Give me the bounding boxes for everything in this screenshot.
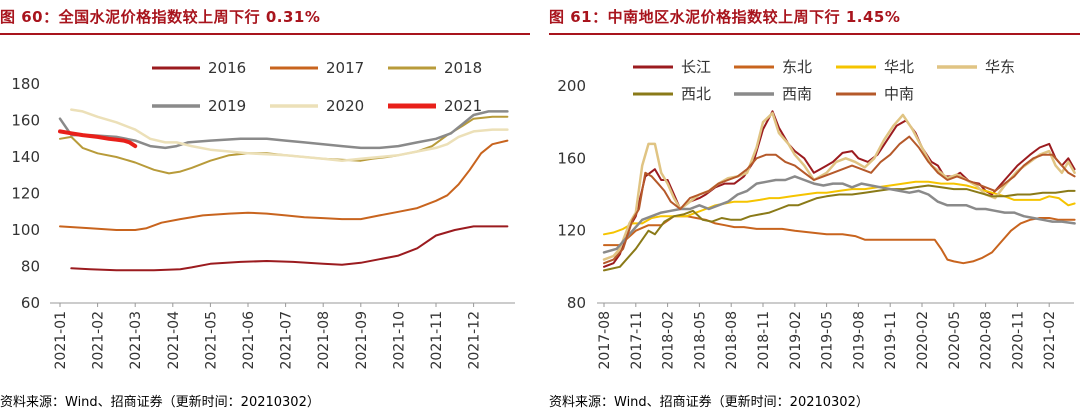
x-tick-label: 2021-12 — [467, 311, 483, 370]
x-tick-label: 2017-08 — [597, 311, 613, 370]
legend-label: 西北 — [681, 85, 711, 103]
series-line-中南 — [603, 135, 1076, 265]
legend-label: 2018 — [444, 59, 482, 77]
legend-label: 2020 — [326, 97, 364, 115]
y-tick-label: 100 — [11, 221, 40, 239]
x-tick-label: 2021-07 — [279, 311, 295, 370]
x-tick-label: 2019-08 — [851, 311, 867, 370]
legend-label: 西南 — [782, 85, 812, 103]
series-line-华东 — [602, 111, 1076, 261]
y-tick-label: 120 — [557, 222, 586, 240]
x-tick-label: 2021-02 — [91, 311, 107, 370]
x-tick-label: 2021-05 — [203, 311, 219, 370]
x-tick-label: 2019-05 — [820, 311, 836, 370]
x-tick-label: 2020-05 — [947, 311, 963, 370]
chart-panel-national: 图 60：全国水泥价格指数较上周下行 0.31% 60 80 100 120 140 16… — [0, 0, 530, 413]
legend-label: 2019 — [208, 97, 246, 115]
x-tick-label: 2019-11 — [883, 311, 899, 370]
series-line-东北 — [603, 215, 1076, 265]
series-line-2021 — [58, 129, 138, 149]
y-tick-label: 160 — [11, 112, 40, 130]
series-line-2017 — [59, 139, 509, 231]
y-tick-label: 140 — [11, 148, 40, 166]
y-tick-label: 180 — [11, 75, 40, 93]
chart-panel-central-south: 图 61：中南地区水泥价格指数较上周下行 1.45% 80 120 160 200 20… — [549, 0, 1080, 413]
legend-label: 2021 — [444, 97, 482, 115]
regional-cement-price-chart: 80 120 160 200 2017-08 2017-11 2018-02 2018-05 2… — [557, 58, 1076, 370]
x-tick-label: 2021-08 — [316, 311, 332, 370]
x-tick-label: 2021-06 — [241, 311, 257, 370]
legend-label: 中南 — [884, 85, 914, 103]
y-tick-label: 80 — [21, 258, 40, 276]
x-tick-label: 2017-11 — [629, 311, 645, 370]
y-tick-label: 60 — [21, 294, 40, 312]
series-line-长江 — [603, 110, 1076, 268]
x-tick-label: 2019-02 — [788, 311, 804, 370]
legend-label: 2016 — [208, 59, 246, 77]
x-tick-label: 2018-05 — [692, 311, 708, 370]
x-tick-label: 2021-11 — [429, 311, 445, 370]
x-tick-label: 2021-01 — [53, 311, 69, 370]
x-tick-label: 2021-09 — [354, 311, 370, 370]
x-tick-label: 2018-11 — [756, 311, 772, 370]
chart-title: 图 61：中南地区水泥价格指数较上周下行 1.45% — [549, 8, 901, 26]
source-note: 资料来源：Wind、招商证券（更新时间：20210302） — [0, 395, 320, 410]
y-tick-label: 120 — [11, 185, 40, 203]
x-tick-label: 2018-02 — [661, 311, 677, 370]
legend-label: 东北 — [782, 58, 812, 76]
y-tick-label: 160 — [557, 149, 586, 167]
x-tick-label: 2021-10 — [391, 311, 407, 370]
chart-title: 图 60：全国水泥价格指数较上周下行 0.31% — [0, 8, 321, 26]
source-note: 资料来源：Wind、招商证券（更新时间：20210302） — [549, 395, 869, 410]
national-cement-price-chart: 60 80 100 120 140 160 180 2021-01 2021-02 2021-03… — [11, 59, 515, 370]
x-tick-label: 2018-08 — [724, 311, 740, 370]
y-tick-label: 200 — [557, 77, 586, 95]
series-line-西南 — [602, 175, 1076, 254]
y-tick-label: 80 — [567, 294, 586, 312]
legend-label: 长江 — [681, 58, 711, 76]
legend-label: 2017 — [326, 59, 364, 77]
series-line-2019 — [58, 110, 509, 150]
x-tick-label: 2020-02 — [915, 311, 931, 370]
series-line-2016 — [70, 225, 509, 272]
series-line-华北 — [603, 180, 1076, 236]
legend-label: 华东 — [985, 58, 1015, 76]
x-tick-label: 2020-11 — [1010, 311, 1026, 370]
legend-label: 华北 — [884, 58, 914, 76]
x-tick-label: 2021-03 — [128, 311, 144, 370]
title-rule — [549, 33, 1080, 35]
series-line-西北 — [603, 184, 1076, 272]
series-line-2020 — [70, 108, 509, 162]
x-tick-label: 2021-04 — [166, 311, 182, 370]
title-rule — [0, 33, 530, 35]
x-tick-label: 2021-02 — [1042, 311, 1058, 370]
x-tick-label: 2020-08 — [979, 311, 995, 370]
